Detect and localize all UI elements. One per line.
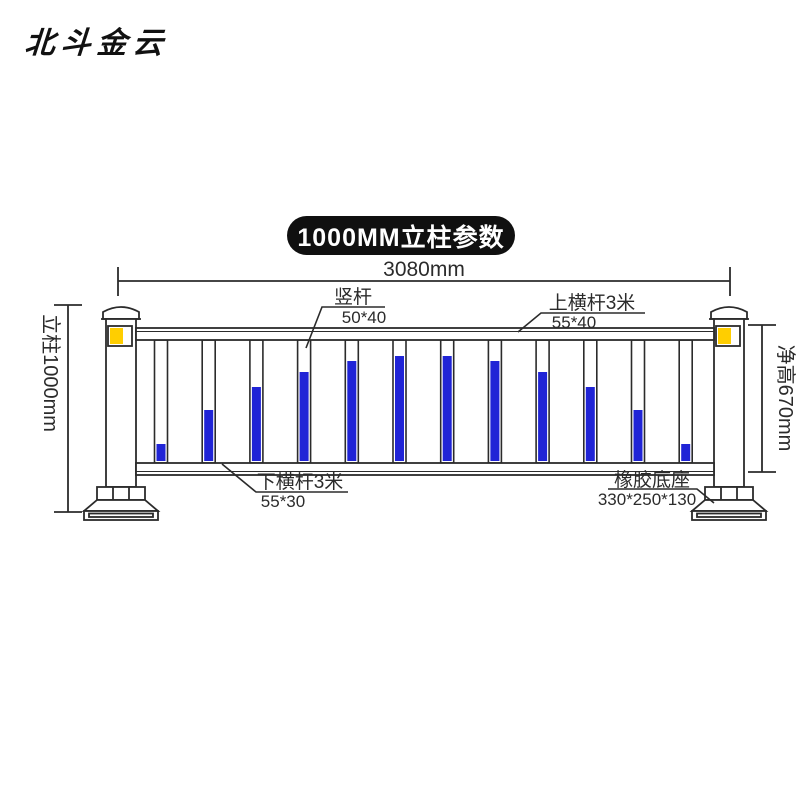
post-height-label: 立柱1000mm [39, 314, 62, 432]
base-trapezoid [689, 499, 769, 512]
rubber-base-callout-name: 橡胶底座 [614, 469, 690, 491]
picket-blue-insert [156, 444, 166, 461]
picket-blue-insert [251, 387, 261, 461]
vertical-bar-callout-size: 50*40 [342, 308, 386, 327]
picket-blue-insert [395, 356, 404, 461]
top-rail [135, 327, 715, 341]
top-rail-callout-name: 上横杆3米 [549, 292, 636, 314]
left-post [81, 306, 161, 521]
picket-blue-insert [585, 387, 595, 461]
base-trapezoid [81, 499, 161, 512]
picket-blue-insert [442, 356, 452, 461]
total-width-dimension [117, 267, 731, 296]
picket-blue-insert [633, 410, 643, 461]
post-height-dimension [54, 304, 82, 513]
bottom-rail-callout-size: 55*30 [261, 492, 305, 511]
reflector-yellow [110, 328, 123, 344]
top-rail-leader-line [517, 312, 645, 333]
total-width-label: 3080mm [383, 258, 465, 281]
rubber-base-leader-line [608, 488, 715, 504]
vertical-bar-callout-name: 竖杆 [334, 286, 372, 308]
base-plate-inner [696, 512, 762, 518]
base-collar [96, 486, 146, 501]
base-collar [704, 486, 754, 501]
rubber-base-callout-size: 330*250*130 [598, 490, 696, 509]
post-cap [710, 306, 748, 320]
rails [135, 327, 715, 476]
reflector-yellow [718, 328, 731, 344]
picket-group [153, 339, 694, 464]
picket-blue-insert [204, 410, 214, 461]
vertical-bar-leader-line [305, 306, 385, 349]
picket-blue-insert [299, 372, 309, 461]
clear-height-dimension [748, 324, 776, 473]
picket-blue-insert [681, 444, 691, 461]
clear-height-label: 净高670mm [774, 345, 797, 452]
post-cap [102, 306, 140, 320]
base-plate-inner [88, 512, 154, 518]
right-post [689, 306, 769, 521]
picket-blue-insert [538, 372, 548, 461]
bottom-rail-callout-name: 下横杆3米 [257, 471, 344, 493]
picket-blue-insert [490, 361, 500, 461]
picket-blue-insert [347, 361, 357, 461]
bottom-rail-leader-line [221, 463, 348, 493]
top-rail-callout-size: 55*40 [552, 313, 596, 332]
title-badge: 1000MM立柱参数 [287, 216, 515, 255]
